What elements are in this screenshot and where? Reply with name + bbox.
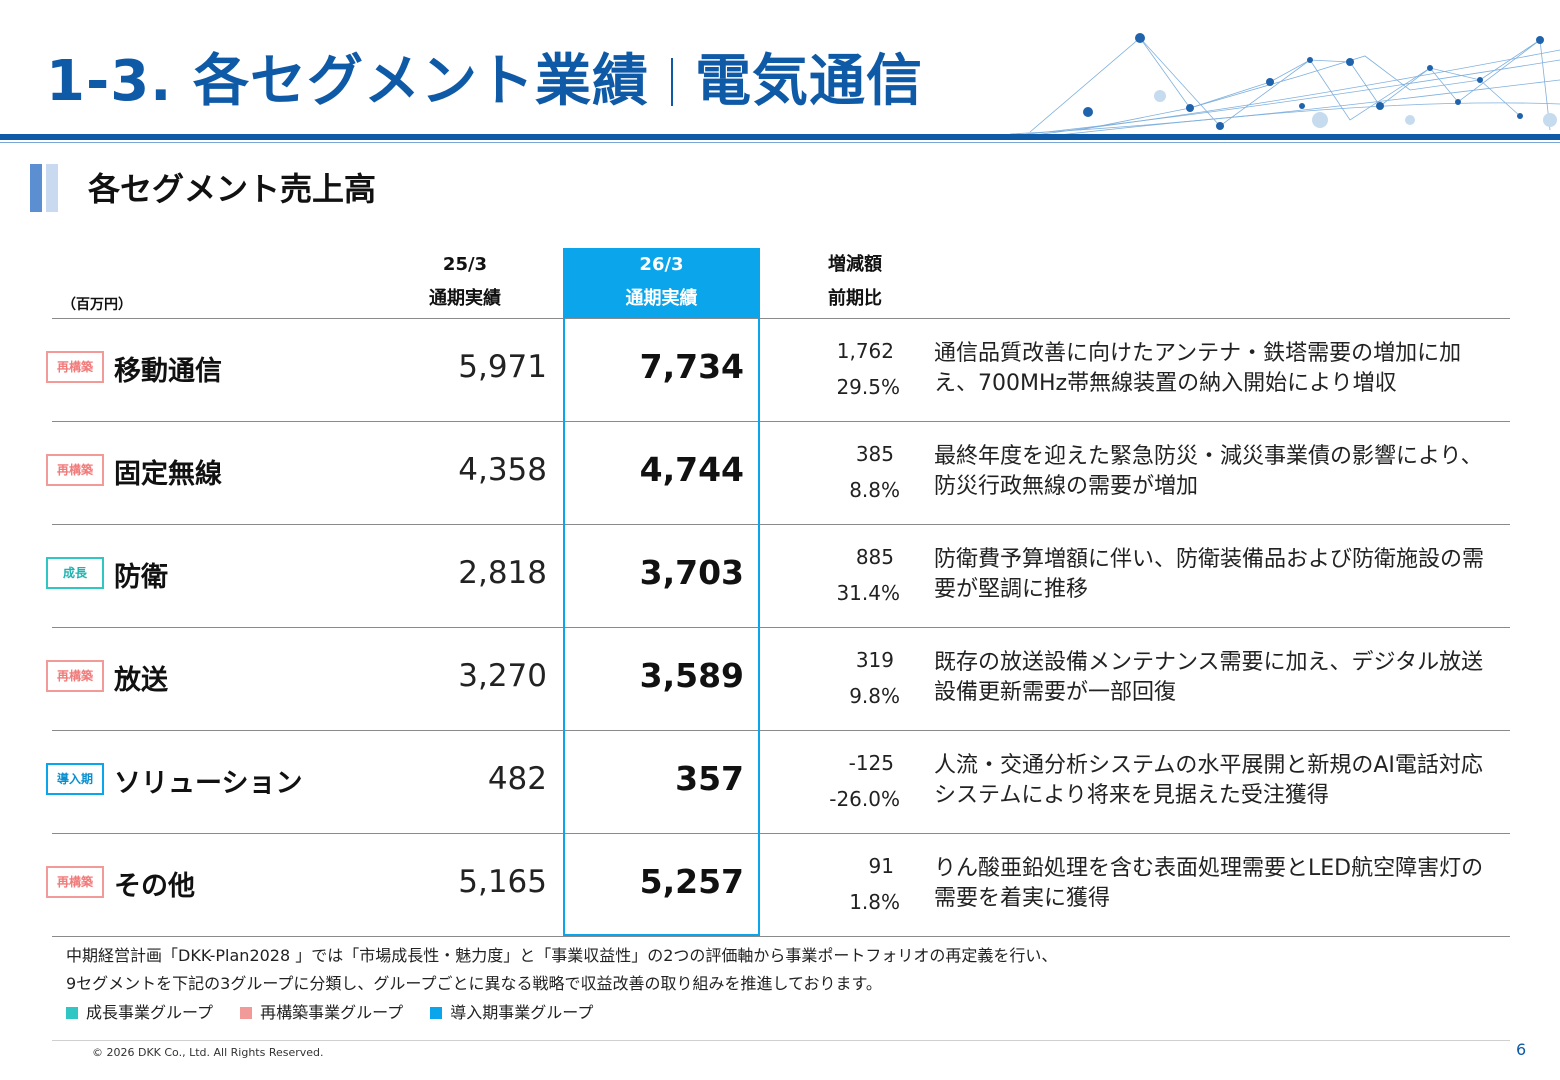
row-rule [52, 936, 1510, 937]
segment-comment: りん酸亜鉛処理を含む表面処理需要とLED航空障害灯の需要を着実に獲得 [934, 856, 1484, 911]
footnote-line-1: 中期経営計画「DKK-Plan2028 」では「市場成長性・魅力度」と「事業収益… [66, 946, 1058, 965]
legend-item-introduction: 導入期事業グループ [430, 999, 593, 1023]
segment-name: 固定無線 [114, 459, 222, 490]
segment-group-badge: 再構築 [46, 351, 104, 383]
section-subtitle: 各セグメント売上高 [88, 170, 377, 208]
legend-item-growth: 成長事業グループ [66, 999, 213, 1023]
table-top-rule [52, 318, 1510, 319]
segment-group-badge: 再構築 [46, 866, 104, 898]
table-row: 再構築 その他 5,165 5,257 91 1.8% りん酸亜鉛処理を含む表面… [46, 834, 1510, 937]
prev-value: 5,971 [458, 349, 547, 385]
prev-value: 4,358 [458, 452, 547, 488]
subtitle-marker-light [46, 164, 58, 212]
row-rule [52, 421, 1510, 422]
diff-amount: 319 [855, 648, 894, 672]
segment-comment: 最終年度を迎えた緊急防災・減災事業債の影響により、防災行政無線の需要が増加 [934, 444, 1483, 499]
column-header-prev: 25/3 通期実績 [400, 248, 530, 316]
segment-comment: 既存の放送設備メンテナンス需要に加え、デジタル放送設備更新需要が一部回復 [934, 650, 1484, 705]
table-unit: （百万円） [62, 297, 132, 313]
segment-name: ソリューション [114, 768, 303, 799]
current-value: 3,703 [639, 553, 744, 592]
prev-value: 2,818 [458, 555, 547, 591]
diff-ratio: 9.8% [849, 684, 900, 708]
segment-name: 放送 [114, 665, 168, 696]
diff-ratio: 8.8% [849, 478, 900, 502]
subtitle-marker [30, 164, 42, 212]
segment-group-badge: 再構築 [46, 660, 104, 692]
diff-amount: 385 [855, 442, 894, 466]
row-rule [52, 524, 1510, 525]
segment-group-badge: 成長 [46, 557, 104, 589]
table-row: 成長 防衛 2,818 3,703 885 31.4% 防衛費予算増額に伴い、防… [46, 525, 1510, 628]
current-value: 4,744 [639, 450, 744, 489]
current-column-highlight [563, 318, 760, 936]
segment-comment: 人流・交通分析システムの水平展開と新規のAI電話対応システムにより将来を見据えた… [934, 753, 1483, 808]
diff-ratio: -26.0% [829, 787, 900, 811]
current-value: 357 [675, 759, 744, 798]
column-header-current: 26/3 通期実績 [563, 248, 760, 318]
footer-rule [52, 1040, 1510, 1041]
diff-ratio: 29.5% [836, 375, 900, 399]
column-header-current-period: 26/3 [639, 254, 684, 275]
column-header-current-label: 通期実績 [625, 288, 698, 309]
column-header-prev-period: 25/3 [442, 254, 488, 275]
diff-amount: -125 [848, 751, 894, 775]
table-row: 再構築 移動通信 5,971 7,734 1,762 29.5% 通信品質改善に… [46, 319, 1510, 422]
page-title: 1-3. 各セグメント業績 電気通信 [46, 36, 923, 117]
header-rule [0, 134, 1560, 140]
row-rule [52, 730, 1510, 731]
column-header-prev-label: 通期実績 [429, 288, 501, 309]
table-row: 再構築 放送 3,270 3,589 319 9.8% 既存の放送設備メンテナン… [46, 628, 1510, 731]
legend-label: 導入期事業グループ [450, 1003, 594, 1022]
legend-item-restructure: 再構築事業グループ [240, 999, 403, 1023]
diff-ratio: 1.8% [849, 890, 900, 914]
page-title-main: 1-3. 各セグメント業績 [46, 49, 649, 114]
legend-swatch [430, 1007, 443, 1019]
column-header-diff: 増減額 前期比 [800, 248, 910, 316]
legend-label: 再構築事業グループ [260, 1003, 404, 1022]
footnote-line-2: 9セグメントを下記の3グループに分類し、グループごとに異なる戦略で収益改善の取り… [66, 974, 882, 993]
page-title-sub: 電気通信 [694, 49, 923, 114]
row-rule [52, 627, 1510, 628]
column-header-diff-ratio: 前期比 [828, 288, 882, 309]
legend-swatch [240, 1007, 253, 1019]
prev-value: 3,270 [458, 658, 547, 694]
column-header-diff-amount: 増減額 [828, 254, 882, 275]
diff-amount: 885 [855, 545, 894, 569]
diff-ratio: 31.4% [836, 581, 900, 605]
row-rule [52, 833, 1510, 834]
diff-amount: 91 [868, 854, 894, 878]
title-separator [670, 58, 673, 106]
segment-comment: 通信品質改善に向けたアンテナ・鉄塔需要の増加に加え、700MHz帯無線装置の納入… [934, 341, 1462, 396]
prev-value: 5,165 [458, 864, 547, 900]
segment-name: 防衛 [114, 562, 168, 593]
diff-amount: 1,762 [836, 339, 894, 363]
table-row: 再構築 固定無線 4,358 4,744 385 8.8% 最終年度を迎えた緊急… [46, 422, 1510, 525]
current-value: 3,589 [639, 656, 744, 695]
segment-name: 移動通信 [114, 356, 222, 387]
segment-comment: 防衛費予算増額に伴い、防衛装備品および防衛施設の需要が堅調に推移 [934, 547, 1485, 602]
legend-label: 成長事業グループ [86, 1003, 214, 1022]
segment-group-badge: 導入期 [46, 763, 104, 795]
current-value: 5,257 [639, 862, 744, 901]
table-row: 導入期 ソリューション 482 357 -125 -26.0% 人流・交通分析シ… [46, 731, 1510, 834]
copyright: © 2026 DKK Co., Ltd. All Rights Reserved… [92, 1046, 324, 1059]
segment-group-badge: 再構築 [46, 454, 104, 486]
segment-name: その他 [114, 871, 195, 902]
header-rule-thin [0, 142, 1560, 143]
network-graphic [1010, 33, 1560, 138]
current-value: 7,734 [639, 347, 744, 386]
group-legend: 成長事業グループ 再構築事業グループ 導入期事業グループ [66, 999, 615, 1023]
prev-value: 482 [487, 761, 547, 797]
page-number: 6 [1516, 1040, 1527, 1059]
legend-swatch [66, 1007, 78, 1019]
